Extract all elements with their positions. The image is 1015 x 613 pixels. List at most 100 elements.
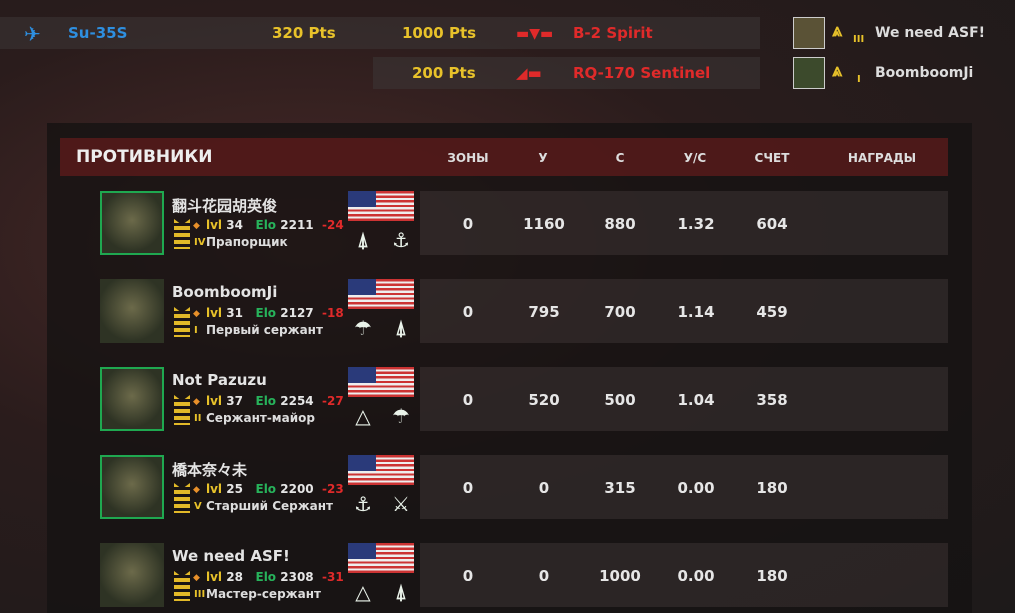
player-name[interactable]: Not Pazuzu: [172, 371, 267, 389]
table-row[interactable]: BoomboomJi ◆ lvl 31 Elo 2127 -18 I Первы…: [100, 279, 948, 343]
avatar[interactable]: [100, 191, 164, 255]
enemies-title: ПРОТИВНИКИ: [76, 147, 213, 167]
infantry-icon[interactable]: ⍋: [357, 228, 369, 252]
lvl-label: lvl: [206, 570, 223, 584]
zones: 0: [462, 567, 474, 585]
score: 180: [756, 567, 788, 585]
row-background: [420, 191, 948, 255]
lvl: 28: [226, 570, 243, 584]
zones: 0: [462, 303, 474, 321]
lvl: 34: [226, 218, 243, 232]
score: 459: [756, 303, 788, 321]
table-row[interactable]: We need ASF! ◆ lvl 28 Elo 2308 -31 III М…: [100, 543, 948, 607]
elo-label: Elo: [255, 570, 277, 584]
table-row[interactable]: Not Pazuzu ◆ lvl 37 Elo 2254 -27 II Серж…: [100, 367, 948, 431]
table-row[interactable]: 橋本奈々未 ◆ lvl 25 Elo 2200 -23 V Старший Се…: [100, 455, 948, 519]
row-background: [420, 455, 948, 519]
elo-delta: -31: [322, 570, 344, 584]
elo-delta: -27: [322, 394, 344, 408]
rank-name: Прапорщик: [206, 235, 288, 249]
rank-name: Сержант-майор: [206, 411, 315, 425]
avatar[interactable]: [100, 279, 164, 343]
kill-target: B-2 Spirit: [573, 24, 653, 42]
tier: III: [853, 34, 865, 45]
tier-dots-icon: ◆: [193, 309, 200, 319]
jet-icon: ✈: [24, 22, 41, 46]
avatar[interactable]: [100, 367, 164, 431]
tier: II: [194, 413, 202, 424]
cavalry-icon[interactable]: ⚔: [392, 492, 410, 516]
deaths: 700: [604, 303, 636, 321]
scoreboard-header: [60, 138, 948, 176]
tier-dots-icon: ◆: [193, 221, 200, 231]
avatar[interactable]: [100, 455, 164, 519]
rank-insignia-icon: [174, 219, 190, 249]
teammate-name[interactable]: We need ASF!: [875, 25, 986, 41]
col-score: СЧЕТ: [754, 151, 790, 165]
row-background: [420, 543, 948, 607]
lvl-label: lvl: [206, 306, 223, 320]
elo-delta: -24: [322, 218, 344, 232]
player-stats: lvl 34 Elo 2211 -24: [206, 218, 344, 232]
player-stats: lvl 28 Elo 2308 -31: [206, 570, 344, 584]
airborne-icon[interactable]: ☂: [354, 316, 372, 340]
elo-delta: -18: [322, 306, 344, 320]
tier: I: [857, 74, 861, 85]
us-flag-icon: [348, 367, 414, 397]
player-name[interactable]: BoomboomJi: [172, 283, 278, 301]
lvl: 25: [226, 482, 243, 496]
kd-ratio: 1.14: [677, 303, 715, 321]
lvl: 31: [226, 306, 243, 320]
player-stats: lvl 25 Elo 2200 -23: [206, 482, 344, 496]
kill-points: 1000 Pts: [402, 24, 477, 42]
usmc-icon[interactable]: ⚓: [392, 228, 410, 252]
table-row[interactable]: 翻斗花园胡英俊 ◆ lvl 34 Elo 2211 -24 IV Прапорщ…: [100, 191, 948, 255]
us-flag-icon: [348, 543, 414, 573]
kill-points: 200 Pts: [412, 64, 476, 82]
airborne-icon[interactable]: ☂: [392, 404, 410, 428]
armor-icon[interactable]: △: [355, 580, 371, 604]
player-name[interactable]: We need ASF!: [172, 547, 290, 565]
zones: 0: [462, 479, 474, 497]
deaths: 500: [604, 391, 636, 409]
col-kd: У/С: [683, 151, 707, 165]
col-deaths: С: [615, 151, 625, 165]
row-background: [420, 367, 948, 431]
rank-name: Первый сержант: [206, 323, 323, 337]
usmc-icon[interactable]: ⚓: [354, 492, 372, 516]
infantry-icon[interactable]: ⍋: [395, 316, 407, 340]
infantry-icon[interactable]: ⍋: [395, 580, 407, 604]
deaths: 880: [604, 215, 636, 233]
player-name[interactable]: 橋本奈々未: [172, 461, 248, 479]
deaths: 1000: [599, 567, 641, 585]
scoreboard-panel: [47, 123, 972, 613]
kill-target: RQ-170 Sentinel: [573, 64, 711, 82]
rank-insignia-icon: ⩓: [832, 60, 843, 81]
elo: 2308: [280, 570, 314, 584]
teammate-name[interactable]: BoomboomJi: [875, 65, 974, 81]
armor-icon[interactable]: △: [355, 404, 371, 428]
elo-delta: -23: [322, 482, 344, 496]
us-flag-icon: [348, 191, 414, 221]
rank-insignia-icon: ⩓: [832, 20, 843, 41]
tier: IV: [194, 237, 206, 248]
rank-name: Старший Сержант: [206, 499, 334, 513]
rank-insignia-icon: [174, 395, 190, 425]
kills: 0: [538, 479, 550, 497]
deaths: 315: [604, 479, 636, 497]
top-bar-row-2: [373, 57, 760, 89]
lvl-label: lvl: [206, 218, 223, 232]
tier: III: [194, 589, 206, 600]
lvl: 37: [226, 394, 243, 408]
rank-insignia-icon: [174, 483, 190, 513]
player-stats: lvl 37 Elo 2254 -27: [206, 394, 344, 408]
zones: 0: [462, 391, 474, 409]
kills: 0: [538, 567, 550, 585]
player-stats: lvl 31 Elo 2127 -18: [206, 306, 344, 320]
kills: 1160: [523, 215, 565, 233]
kills: 520: [528, 391, 560, 409]
us-flag-icon: [348, 279, 414, 309]
avatar[interactable]: [100, 543, 164, 607]
player-name[interactable]: 翻斗花园胡英俊: [172, 197, 278, 215]
tier-dots-icon: ◆: [193, 573, 200, 583]
